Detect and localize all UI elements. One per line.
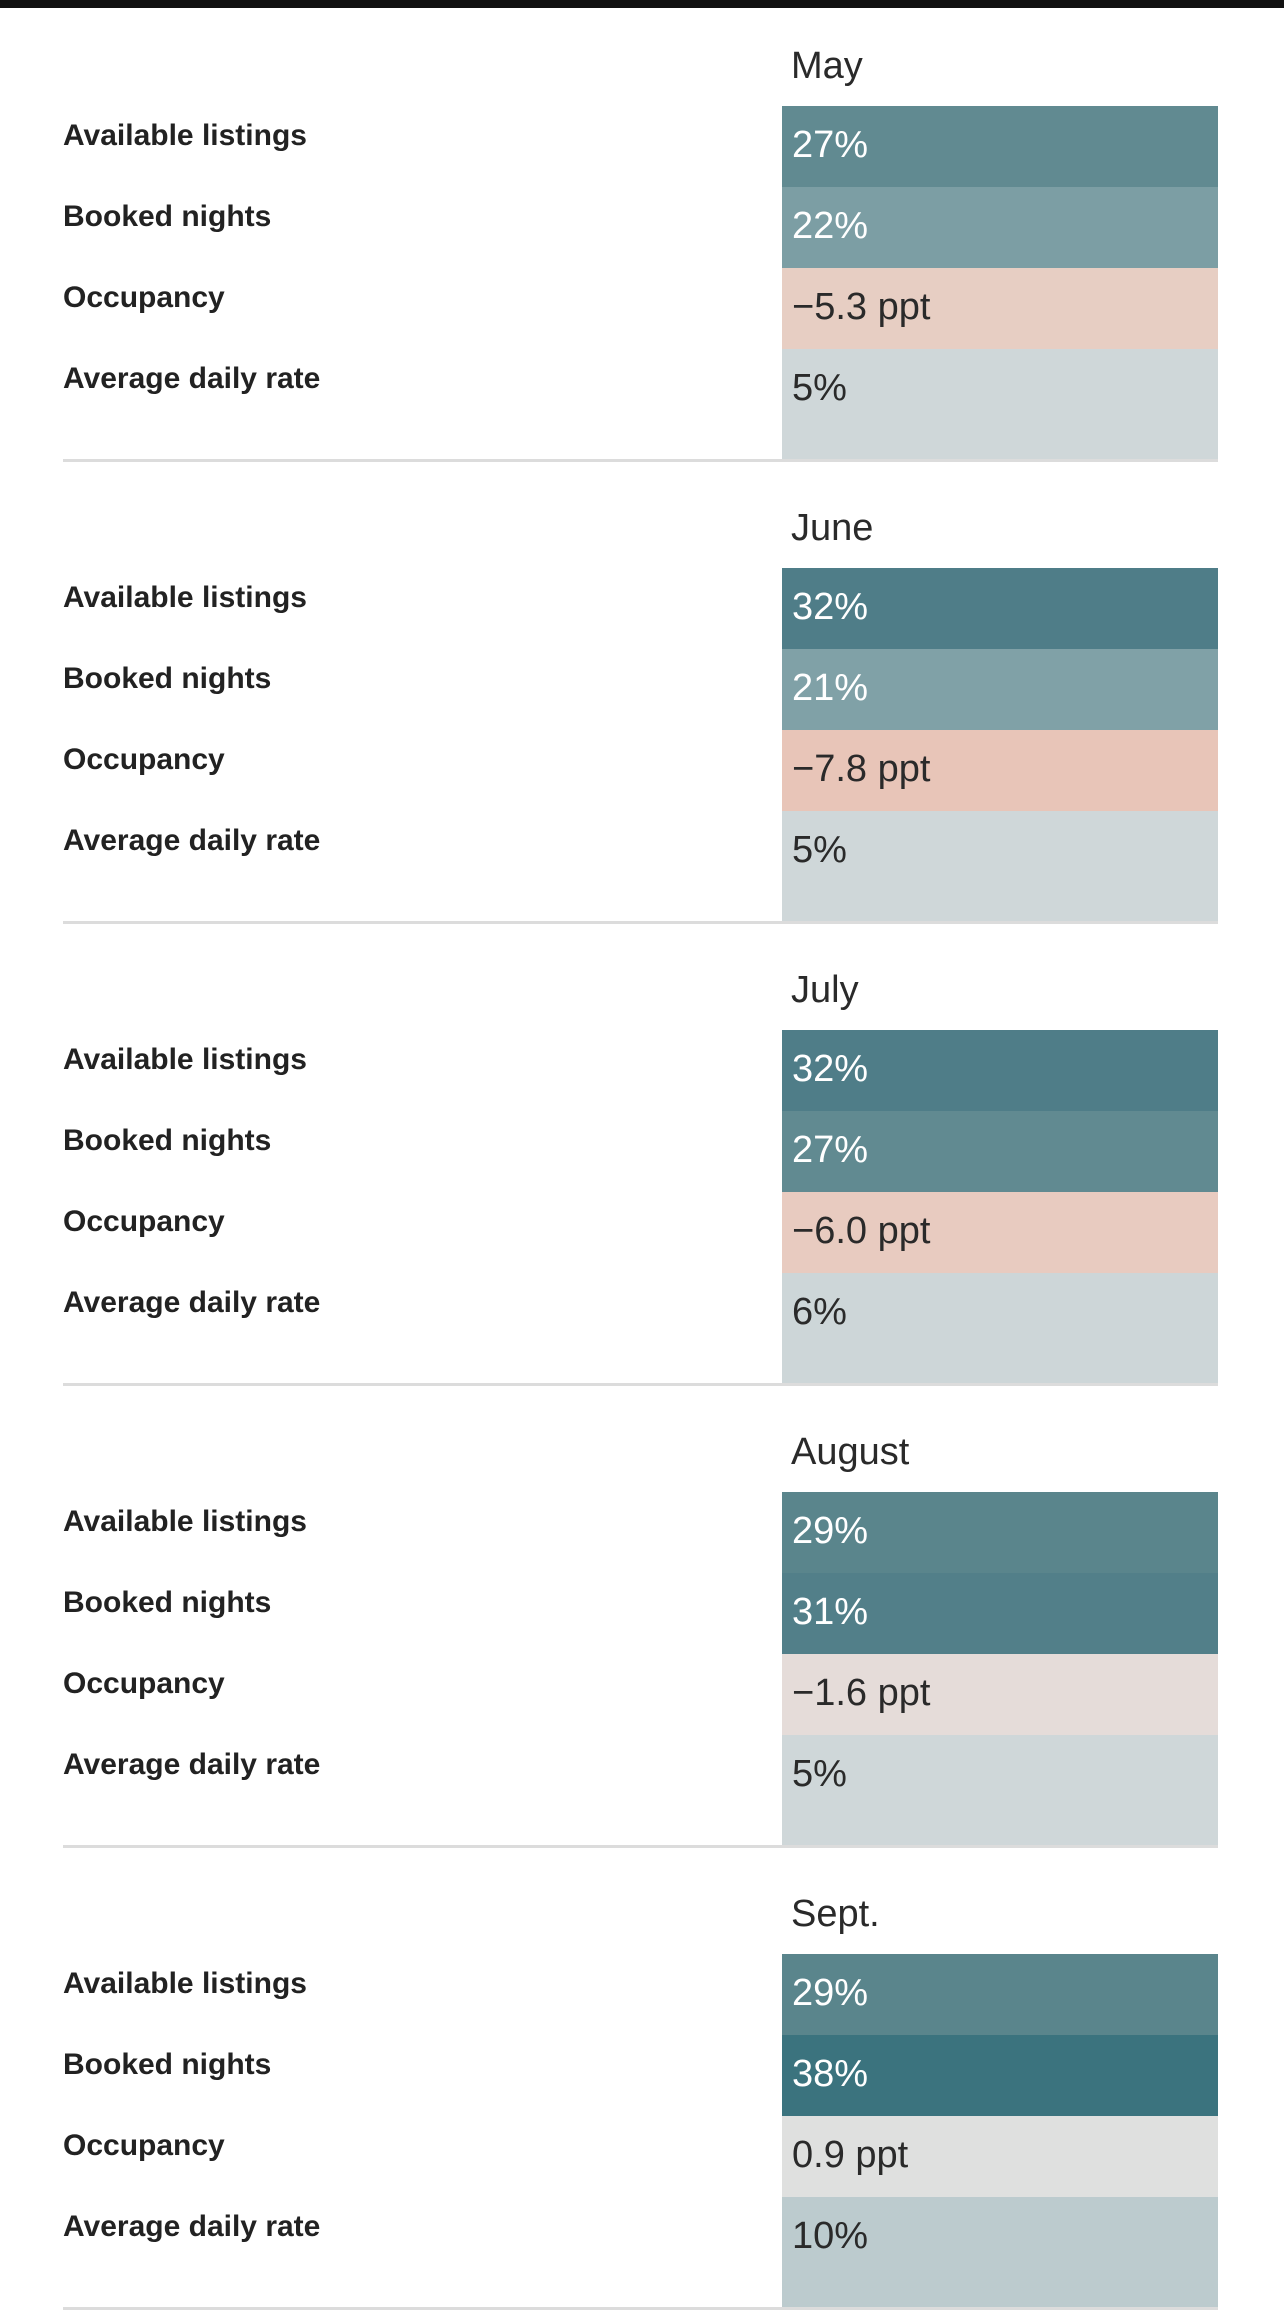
metric-row: Available listings 29% [63,1954,1218,2035]
cell-value: 6% [792,1291,847,1333]
metric-row: Average daily rate 5% [63,1735,1218,1845]
heatmap-cell: 6% [782,1273,1218,1383]
metric-row: Average daily rate 6% [63,1273,1218,1383]
cell-value: 5% [792,367,847,409]
metric-label: Available listings [63,1505,307,1538]
metric-label: Booked nights [63,200,272,233]
metric-label: Occupancy [63,2129,225,2162]
heatmap-cell: 29% [782,1492,1218,1573]
metric-row: Available listings 32% [63,568,1218,649]
heatmap-cell: −7.8 ppt [782,730,1218,811]
heatmap-cell: 27% [782,1111,1218,1192]
heatmap-cell: −1.6 ppt [782,1654,1218,1735]
month-section: Sept. Available listings 29% Booked nights 3… [63,1856,1218,2318]
cell-value: 27% [792,1129,869,1171]
heatmap-cell: 31% [782,1573,1218,1654]
heatmap-cell: 27% [782,106,1218,187]
heatmap-cell: 22% [782,187,1218,268]
cell-value: 27% [792,124,869,166]
metric-label: Available listings [63,581,307,614]
metric-label: Average daily rate [63,1286,321,1319]
metric-label: Booked nights [63,2048,272,2081]
metric-label: Average daily rate [63,1748,321,1781]
metric-row: Average daily rate 5% [63,349,1218,459]
metric-row: Available listings 27% [63,106,1218,187]
month-title: May [791,45,863,87]
cell-value: −6.0 ppt [792,1210,931,1252]
section-divider [63,2307,1218,2310]
metric-label: Occupancy [63,1205,225,1238]
month-title: June [791,507,874,549]
cell-value: −1.6 ppt [792,1672,931,1714]
metric-label: Booked nights [63,1586,272,1619]
section-divider [63,1383,1218,1386]
metric-row: Available listings 32% [63,1030,1218,1111]
section-divider [63,921,1218,924]
cell-value: 31% [792,1591,869,1633]
heatmap-cell: 10% [782,2197,1218,2307]
month-section: May Available listings 27% Booked nights 22%… [63,8,1218,470]
top-rule [0,0,1284,8]
metric-row: Booked nights 21% [63,649,1218,730]
cell-value: −7.8 ppt [792,748,931,790]
heatmap-cell: 21% [782,649,1218,730]
heatmap-cell: 5% [782,349,1218,459]
metric-row: Booked nights 22% [63,187,1218,268]
heatmap-cell: 0.9 ppt [782,2116,1218,2197]
cell-value: 29% [792,1972,869,2014]
metric-row: Average daily rate 5% [63,811,1218,921]
metric-row: Occupancy −5.3 ppt [63,268,1218,349]
section-divider [63,1845,1218,1848]
metric-row: Occupancy −6.0 ppt [63,1192,1218,1273]
month-title: July [791,969,859,1011]
month-section: August Available listings 29% Booked nights… [63,1394,1218,1856]
cell-value: 21% [792,667,869,709]
metric-label: Available listings [63,1967,307,2000]
cell-value: 29% [792,1510,869,1552]
cell-value: 32% [792,1048,869,1090]
metric-row: Occupancy −1.6 ppt [63,1654,1218,1735]
cell-value: 5% [792,829,847,871]
cell-value: 10% [792,2215,869,2257]
metric-label: Average daily rate [63,824,321,857]
metric-label: Average daily rate [63,2210,321,2243]
section-divider [63,459,1218,462]
cell-value: −5.3 ppt [792,286,931,328]
metric-row: Booked nights 31% [63,1573,1218,1654]
heatmap-cell: 38% [782,2035,1218,2116]
metric-row: Occupancy −7.8 ppt [63,730,1218,811]
cell-value: 0.9 ppt [792,2134,909,2176]
metric-label: Booked nights [63,662,272,695]
metric-label: Occupancy [63,281,225,314]
metric-label: Available listings [63,1043,307,1076]
metric-label: Average daily rate [63,362,321,395]
cell-value: 22% [792,205,869,247]
metric-row: Average daily rate 10% [63,2197,1218,2307]
heatmap-cell: 29% [782,1954,1218,2035]
month-title: Sept. [791,1893,880,1935]
metric-label: Available listings [63,119,307,152]
month-section: June Available listings 32% Booked nights 21… [63,470,1218,932]
metric-row: Booked nights 38% [63,2035,1218,2116]
heatmap-cell: −5.3 ppt [782,268,1218,349]
metric-label: Occupancy [63,743,225,776]
heatmap-cell: 32% [782,568,1218,649]
month-section: July Available listings 32% Booked nights 27… [63,932,1218,1394]
heatmap-cell: 5% [782,1735,1218,1845]
cell-value: 38% [792,2053,869,2095]
heatmap-cell: 5% [782,811,1218,921]
cell-value: 5% [792,1753,847,1795]
metric-label: Booked nights [63,1124,272,1157]
metric-row: Available listings 29% [63,1492,1218,1573]
cell-value: 32% [792,586,869,628]
heatmap-cell: 32% [782,1030,1218,1111]
metric-label: Occupancy [63,1667,225,1700]
month-title: August [791,1431,910,1473]
heatmap-cell: −6.0 ppt [782,1192,1218,1273]
metric-row: Occupancy 0.9 ppt [63,2116,1218,2197]
metric-row: Booked nights 27% [63,1111,1218,1192]
